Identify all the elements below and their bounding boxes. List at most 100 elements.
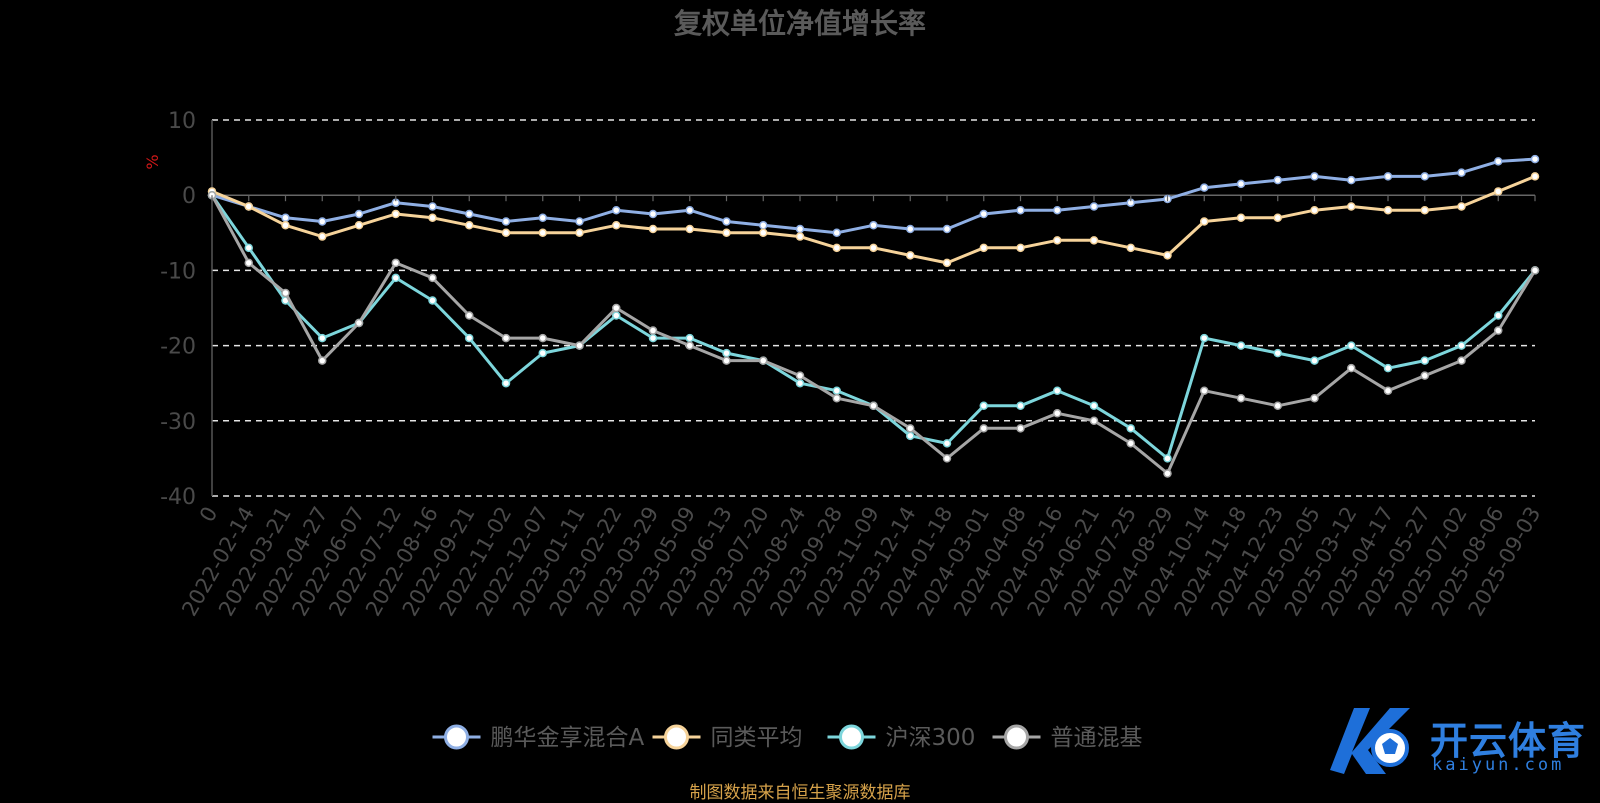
data-point [501, 217, 511, 226]
data-point [244, 243, 253, 253]
data-point [1530, 266, 1540, 275]
legend-item[interactable]: 普通混基 [992, 724, 1143, 751]
data-point [685, 333, 694, 343]
data-point [942, 258, 952, 268]
data-point [832, 386, 841, 395]
data-point [1016, 424, 1025, 433]
data-point [1273, 401, 1282, 411]
logo-k-icon [1330, 708, 1410, 774]
data-point [1310, 393, 1319, 403]
data-point [1163, 469, 1172, 478]
data-point [906, 424, 915, 433]
data-point [685, 341, 694, 350]
data-point [795, 378, 805, 388]
data-point [428, 296, 437, 305]
data-point [318, 232, 327, 241]
data-point [428, 213, 437, 223]
data-point [575, 228, 584, 238]
data-point [612, 205, 621, 215]
data-point [1530, 154, 1540, 164]
data-point [281, 288, 290, 298]
data-point [942, 224, 952, 234]
data-point [354, 318, 364, 328]
legend-swatch-marker [1004, 724, 1029, 750]
data-point [354, 221, 364, 230]
y-tick-label: -30 [160, 410, 196, 435]
legend-item[interactable]: 鹏华金享混合A [432, 724, 645, 751]
data-point [244, 258, 253, 268]
data-point [1236, 213, 1246, 223]
data-point [612, 311, 621, 320]
data-point [759, 228, 768, 238]
data-point [685, 205, 694, 215]
y-tick-label: -20 [160, 335, 196, 360]
data-point [979, 243, 988, 253]
brand-logo: 开云体育 kaiyun.com [1312, 700, 1597, 780]
data-point [979, 424, 988, 433]
data-point [1236, 341, 1246, 350]
data-point [1420, 356, 1429, 365]
data-point [391, 258, 400, 268]
data-point [1163, 251, 1172, 260]
data-point [1053, 409, 1062, 418]
series-line [210, 193, 1537, 475]
data-point [685, 224, 694, 234]
y-tick-label: -40 [160, 485, 196, 510]
data-point [465, 209, 474, 219]
y-tick-label: -10 [160, 259, 196, 284]
legend-item[interactable]: 同类平均 [652, 724, 803, 751]
data-point [1310, 356, 1319, 365]
data-point [795, 371, 805, 380]
data-point [1530, 172, 1540, 181]
y-tick-label: 10 [168, 109, 196, 134]
data-point [575, 341, 584, 350]
data-point [318, 217, 327, 226]
logo-url: kaiyun.com [1432, 755, 1565, 775]
data-point [318, 356, 327, 365]
data-point [906, 431, 915, 441]
data-point [722, 356, 731, 365]
data-point [1089, 236, 1099, 245]
data-point [1016, 401, 1025, 411]
data-point [538, 228, 547, 238]
data-point [648, 209, 658, 219]
data-point [869, 401, 878, 411]
data-point [1200, 183, 1209, 192]
data-point [1053, 205, 1062, 215]
data-point [979, 209, 988, 219]
data-point [281, 213, 290, 223]
data-point [795, 224, 805, 234]
data-point [1310, 205, 1319, 215]
data-point [1273, 348, 1282, 358]
data-point [1016, 243, 1025, 253]
data-point [391, 273, 400, 283]
data-point [759, 356, 768, 365]
data-point [575, 217, 584, 226]
data-point [1126, 439, 1135, 448]
data-point [391, 209, 400, 219]
data-point [1200, 217, 1209, 226]
data-point [906, 224, 915, 234]
data-point [612, 303, 621, 313]
legend-label: 沪深300 [886, 725, 976, 751]
data-point [722, 228, 731, 238]
data-point [501, 333, 511, 343]
legend-item[interactable]: 沪深300 [827, 724, 976, 751]
data-point [244, 202, 253, 211]
data-point [1457, 341, 1466, 350]
y-axis-label: % [143, 154, 162, 169]
legend-label: 同类平均 [711, 725, 803, 751]
data-point [538, 213, 547, 223]
data-point [1126, 243, 1135, 253]
data-point [832, 393, 841, 403]
data-point [942, 454, 952, 463]
data-point [648, 224, 658, 234]
data-point [1200, 333, 1209, 343]
data-point [648, 333, 658, 343]
grid [212, 119, 1535, 497]
data-point [428, 273, 437, 283]
data-point [501, 378, 511, 388]
data-point [612, 221, 621, 230]
data-point [832, 243, 841, 253]
x-axis-ticks: 02022-02-142022-03-212022-04-272022-06-0… [177, 195, 1545, 620]
